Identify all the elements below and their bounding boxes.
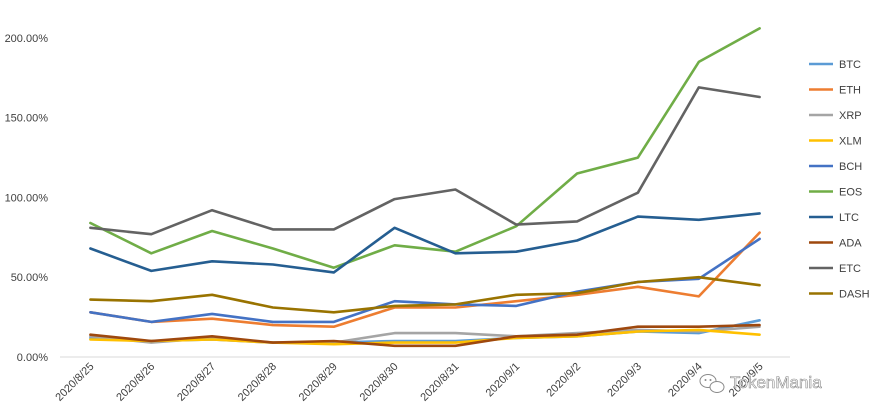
y-tick-label: 100.00% [5, 192, 49, 204]
series-line-eos [89, 27, 761, 270]
chart-legend: BTC ETH XRP XLM BCH EOS LTC ADA ETC DASH [809, 59, 870, 301]
chart-series [89, 27, 761, 348]
series-line-xlm [89, 328, 761, 346]
legend-item-etc: ETC [809, 263, 861, 275]
y-tick-label: 150.00% [5, 113, 49, 125]
legend-label: EOS [839, 187, 862, 199]
legend-item-bch: BCH [809, 161, 862, 173]
series-line-etc [89, 86, 761, 236]
watermark: TokenMania [699, 373, 823, 393]
y-tick-label: 50.00% [11, 272, 49, 284]
y-tick-label: 200.00% [5, 33, 49, 45]
legend-item-ada: ADA [809, 238, 862, 250]
legend-item-xrp: XRP [809, 110, 862, 122]
wechat-icon [699, 374, 725, 393]
legend-item-btc: BTC [809, 59, 861, 71]
legend-label: BCH [839, 161, 862, 173]
legend-label: BTC [839, 59, 861, 71]
legend-label: ADA [839, 238, 862, 250]
series-line-eth [89, 231, 761, 329]
series-line-ltc [89, 212, 761, 274]
legend-item-eos: EOS [809, 187, 862, 199]
legend-item-dash: DASH [809, 289, 870, 301]
series-line-ada [89, 323, 761, 348]
legend-label: ETC [839, 263, 861, 275]
legend-label: XRP [839, 110, 862, 122]
legend-label: XLM [839, 136, 862, 148]
y-tick-label: 0.00% [17, 352, 48, 364]
watermark-text: TokenMania [730, 373, 822, 392]
legend-item-xlm: XLM [809, 136, 862, 148]
legend-label: LTC [839, 212, 859, 224]
legend-item-eth: ETH [809, 85, 861, 97]
series-line-dash [89, 275, 761, 314]
legend-label: ETH [839, 85, 861, 97]
legend-label: DASH [839, 289, 870, 301]
legend-item-ltc: LTC [809, 212, 859, 224]
